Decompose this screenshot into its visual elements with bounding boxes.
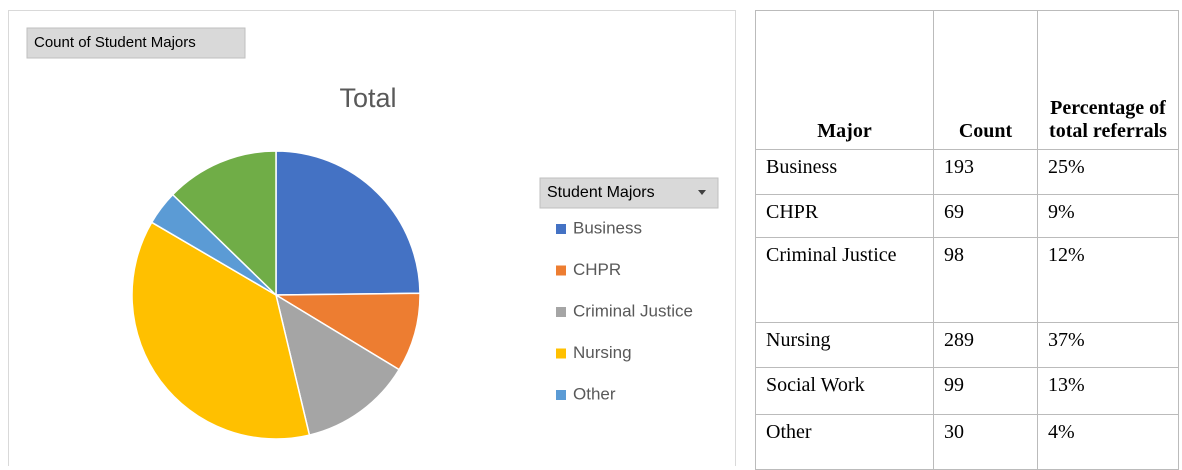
legend-title: Student Majors	[547, 184, 655, 201]
pie-slice	[274, 293, 401, 436]
legend-swatch	[556, 265, 566, 276]
table-cell: Business	[755, 149, 934, 195]
table-cell: 289	[933, 322, 1038, 368]
pie-slice	[273, 292, 421, 371]
table-cell: Other	[755, 414, 934, 470]
table-cell: Nursing	[755, 322, 934, 368]
chart-title: Total	[339, 83, 396, 113]
table-cell: 30	[933, 414, 1038, 470]
table-cell: 98	[933, 237, 1038, 323]
pie-slice	[171, 150, 277, 297]
table-cell: Social Work	[755, 367, 934, 415]
legend-swatch	[556, 348, 566, 359]
table-cell: 12%	[1037, 237, 1179, 323]
legend-label: Business	[573, 218, 642, 237]
pie-slice	[131, 221, 311, 440]
header-cell: Percentage of total referrals	[1037, 10, 1179, 150]
pie-chart: Count of Student Majors Total Student Ma…	[8, 10, 736, 466]
legend-swatch	[556, 224, 566, 234]
legend-label: Criminal Justice	[573, 301, 693, 320]
header-cell: Count	[933, 10, 1038, 150]
dropdown-arrow	[698, 190, 706, 195]
table-cell: 4%	[1037, 414, 1179, 470]
table-cell: 69	[933, 194, 1038, 238]
header-row: Major Count Percentage of total referrals	[755, 10, 1179, 150]
table-cell: 193	[933, 149, 1038, 195]
table-cell: CHPR	[755, 194, 934, 238]
table-cell: 9%	[1037, 194, 1179, 238]
legend-label: CHPR	[573, 260, 621, 279]
field-button-label: Count of Student Majors	[34, 34, 196, 51]
table-row: Social Work 99 13%	[755, 367, 1179, 415]
legend-label: Other	[573, 384, 616, 403]
legend-swatch	[556, 390, 566, 400]
table-row: CHPR 69 9%	[755, 194, 1179, 238]
header-cell: Major	[755, 10, 934, 150]
table-cell: 99	[933, 367, 1038, 415]
table-row: Criminal Justice 98 12%	[755, 237, 1179, 323]
legend-label: Nursing	[573, 343, 632, 362]
table-row: Nursing 289 37%	[755, 322, 1179, 368]
table-cell: 13%	[1037, 367, 1179, 415]
legend-button[interactable]	[539, 177, 719, 209]
table-row: Other 30 4%	[755, 414, 1179, 470]
pie-slice	[275, 150, 421, 296]
field-button[interactable]	[26, 27, 246, 59]
table: Major Count Percentage of total referrals B…	[755, 10, 1179, 470]
table-cell: 37%	[1037, 322, 1179, 368]
table-cell: Criminal Justice	[755, 237, 934, 323]
table-row: Business 193 25%	[755, 149, 1179, 195]
legend-swatch	[556, 307, 566, 317]
table-cell: 25%	[1037, 149, 1179, 195]
